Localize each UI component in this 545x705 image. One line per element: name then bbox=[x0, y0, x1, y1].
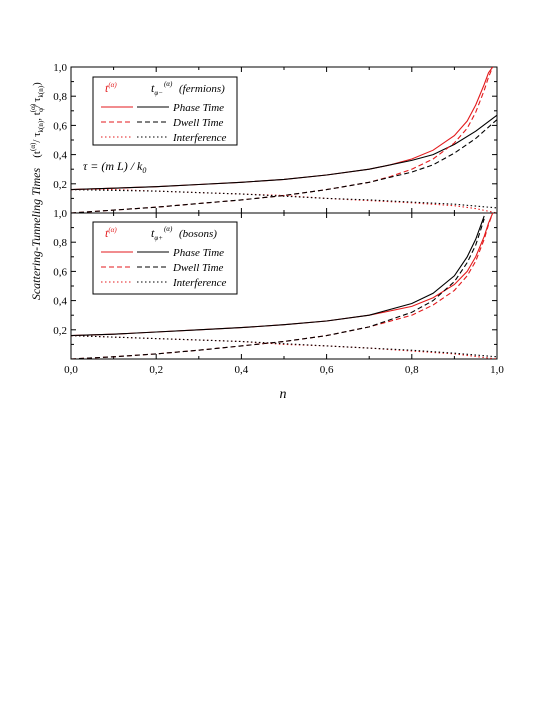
legend-header-label: (fermions) bbox=[179, 83, 225, 95]
legend-label: Dwell Time bbox=[172, 262, 224, 274]
legend-header-red: t(α) bbox=[105, 81, 117, 95]
x-tick-label: 1,0 bbox=[490, 364, 504, 376]
series-line-interference-black bbox=[71, 189, 497, 209]
legend-header-black: tφ+(α) bbox=[151, 225, 173, 242]
series-line-interference-red bbox=[71, 189, 497, 213]
legend-header-label: (bosons) bbox=[179, 228, 217, 240]
y-tick-label: 0,8 bbox=[53, 91, 67, 103]
panel-bosons: 0,2 0,4 0,6 0,8 1,0 0,0 0,2 0,4 0,6 0,8 1,0 t(α) tφ+… bbox=[53, 208, 504, 376]
legend-label: Phase Time bbox=[172, 247, 224, 259]
y-axis-formula: (t(α)/ τk(n), t(α)φ/ τk(n)) bbox=[29, 82, 45, 158]
x-tick-label: 0,6 bbox=[320, 364, 334, 376]
y-axis-label: Scattering-Tunneling Times bbox=[29, 168, 43, 301]
y-tick-label: 0,6 bbox=[53, 266, 67, 278]
legend-header-black: tφ−(α) bbox=[151, 80, 173, 97]
x-tick-label: 0,8 bbox=[405, 364, 419, 376]
y-tick-label: 1,0 bbox=[53, 62, 67, 74]
x-tick-label: 0,0 bbox=[64, 364, 78, 376]
legend-label: Phase Time bbox=[172, 102, 224, 114]
x-tick-label: 0,4 bbox=[235, 364, 249, 376]
svg-text:Scattering-Tunneling Times: Scattering-Tunneling Times bbox=[29, 168, 43, 301]
x-axis-label: n bbox=[280, 387, 287, 402]
panel-fermions: 0,2 0,4 0,6 0,8 1,0 t(α) tφ−(α) (fermions) Phase… bbox=[53, 62, 498, 214]
legend-header-red: t(α) bbox=[105, 226, 117, 240]
x-tick-label: 0,2 bbox=[149, 364, 163, 376]
y-tick-label: 0,4 bbox=[53, 150, 67, 162]
y-tick-label: 0,8 bbox=[53, 237, 67, 249]
legend-label: Interference bbox=[172, 132, 226, 144]
series-line-dwell-time-black bbox=[71, 119, 497, 213]
series-line-dwell-time-black bbox=[71, 218, 485, 359]
legend-label: Interference bbox=[172, 277, 226, 289]
y-tick-label: 0,2 bbox=[53, 179, 67, 191]
series-line-phase-time-black bbox=[71, 215, 485, 337]
y-tick-label: 0,2 bbox=[53, 325, 67, 337]
y-tick-label: 0,4 bbox=[53, 296, 67, 308]
series-line-phase-time-black bbox=[71, 114, 497, 191]
y-tick-label: 0,6 bbox=[53, 120, 67, 132]
series-line-interference-red bbox=[71, 335, 497, 359]
legend-label: Dwell Time bbox=[172, 117, 224, 129]
legend-box bbox=[92, 76, 238, 146]
y-tick-label: 1,0 bbox=[53, 208, 67, 220]
tau-annotation: τ = (m L) / k0 bbox=[83, 159, 146, 175]
series-line-interference-black bbox=[71, 335, 497, 358]
